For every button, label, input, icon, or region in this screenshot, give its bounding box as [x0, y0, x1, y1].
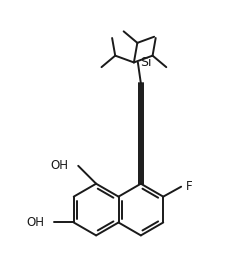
Text: OH: OH: [26, 216, 44, 229]
Text: Si: Si: [140, 56, 151, 69]
Text: OH: OH: [50, 159, 68, 172]
Text: F: F: [186, 180, 193, 193]
